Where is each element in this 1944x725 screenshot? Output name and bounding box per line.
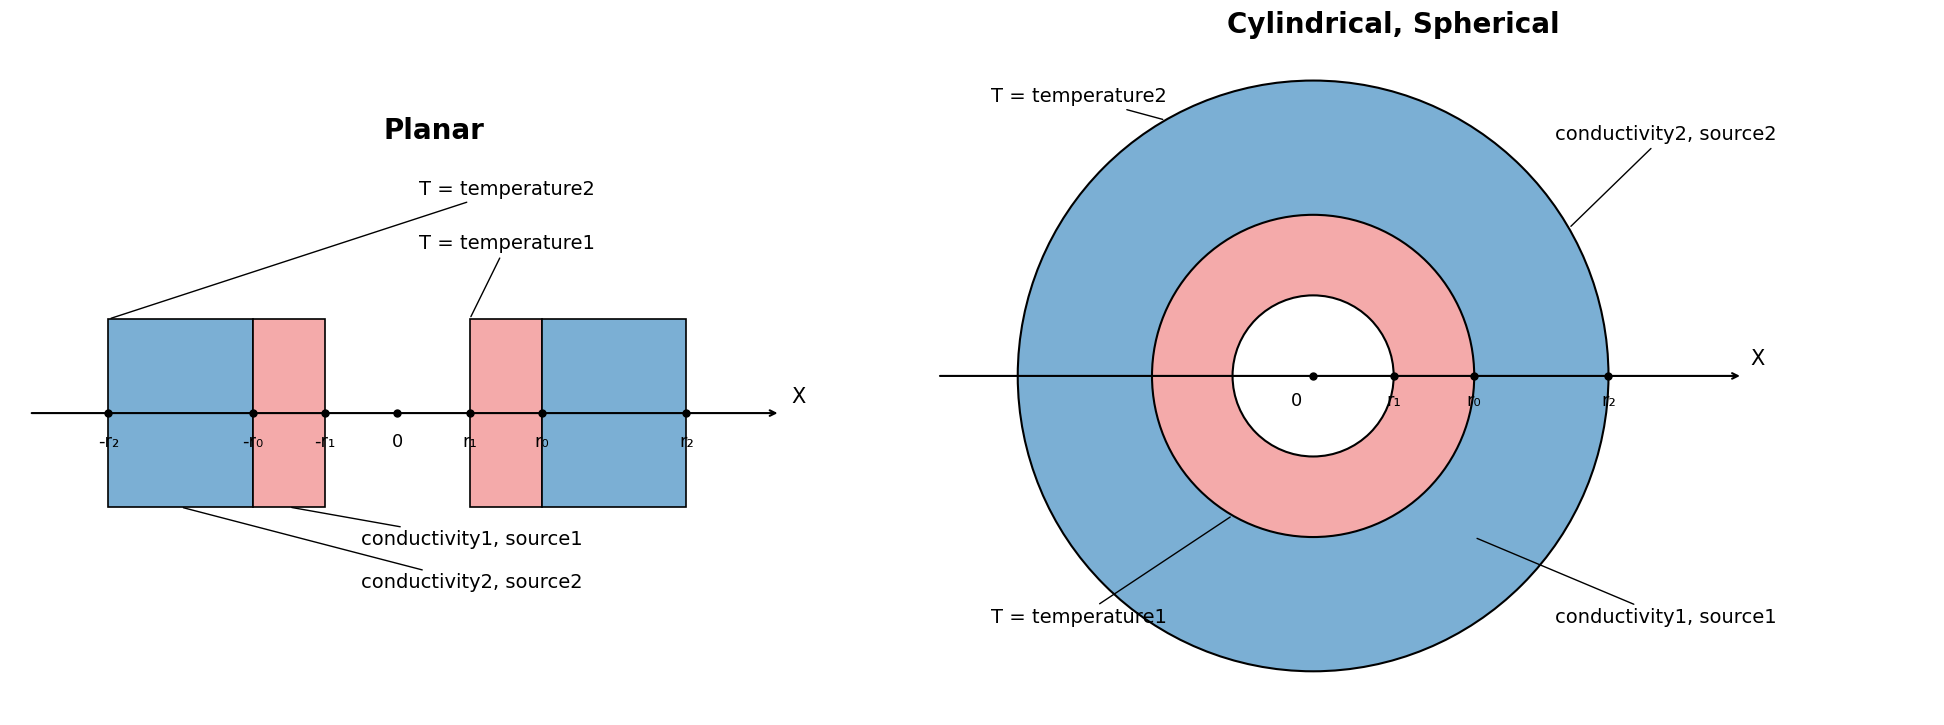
- Text: conductivity2, source2: conductivity2, source2: [1555, 125, 1777, 226]
- Text: conductivity1, source1: conductivity1, source1: [292, 507, 583, 549]
- Text: r₂: r₂: [678, 434, 694, 451]
- Bar: [542, 319, 686, 507]
- Text: r₂: r₂: [1602, 392, 1615, 410]
- Text: -r₁: -r₁: [315, 434, 336, 451]
- Text: r₁: r₁: [1386, 392, 1402, 410]
- Text: -r₀: -r₀: [243, 434, 264, 451]
- Text: X: X: [791, 387, 805, 407]
- Text: Cylindrical, Spherical: Cylindrical, Spherical: [1227, 11, 1559, 38]
- Text: X: X: [1752, 349, 1765, 370]
- Text: r₀: r₀: [535, 434, 550, 451]
- Text: -r₂: -r₂: [97, 434, 119, 451]
- Text: r₁: r₁: [463, 434, 476, 451]
- Circle shape: [1232, 295, 1394, 457]
- Text: r₀: r₀: [1468, 392, 1481, 410]
- Bar: [253, 319, 325, 507]
- Text: 0: 0: [1291, 392, 1302, 410]
- Text: T = temperature2: T = temperature2: [111, 180, 595, 318]
- Text: 0: 0: [393, 434, 402, 451]
- Text: T = temperature1: T = temperature1: [420, 233, 595, 317]
- Circle shape: [1153, 215, 1474, 537]
- Bar: [470, 319, 542, 507]
- Text: conductivity2, source2: conductivity2, source2: [183, 507, 583, 592]
- Bar: [109, 319, 253, 507]
- Text: T = temperature1: T = temperature1: [991, 517, 1231, 627]
- Text: conductivity1, source1: conductivity1, source1: [1477, 539, 1777, 627]
- Text: T = temperature2: T = temperature2: [991, 87, 1166, 120]
- Text: Planar: Planar: [383, 117, 484, 145]
- Circle shape: [1019, 80, 1608, 671]
